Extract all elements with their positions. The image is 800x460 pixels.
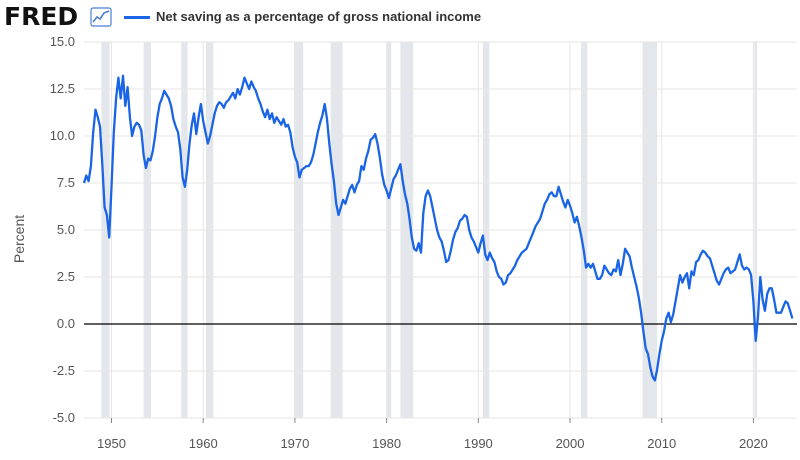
chart-header: FRED Net saving as a percentage of gross…	[0, 0, 800, 38]
line-chart-icon-frame	[90, 7, 112, 27]
grid-lines	[84, 41, 797, 419]
y-tick-label: -5.0	[53, 410, 75, 425]
x-tick-label: 1950	[97, 436, 126, 451]
line-chart-icon	[90, 7, 112, 27]
x-tick-label: 2010	[647, 436, 676, 451]
y-tick-label: 7.5	[57, 175, 75, 190]
fred-logo[interactable]: FRED	[4, 2, 79, 31]
x-tick-label: 1960	[189, 436, 218, 451]
y-tick-label: 5.0	[57, 222, 75, 237]
legend-swatch	[124, 16, 150, 19]
series-line[interactable]	[82, 74, 794, 382]
y-tick-label: 0.0	[57, 316, 75, 331]
y-axis-label: Percent	[11, 215, 27, 263]
legend-label[interactable]: Net saving as a percentage of gross nati…	[156, 9, 482, 24]
x-tick-label: 1970	[280, 436, 309, 451]
y-tick-label: 15.0	[50, 34, 75, 49]
y-tick-label: 10.0	[50, 128, 75, 143]
y-axis-ticks: 15.0 12.5 10.0 7.5 5.0 2.5 0.0 -2.5 -5.0	[50, 34, 75, 425]
y-tick-label: 12.5	[50, 81, 75, 96]
line-chart-icon-line	[92, 10, 110, 23]
x-tick-label: 2000	[556, 436, 585, 451]
x-tick-label: 2020	[739, 436, 768, 451]
x-tick-label: 1990	[464, 436, 493, 451]
y-tick-label: 2.5	[57, 269, 75, 284]
y-tick-label: -2.5	[53, 363, 75, 378]
x-tick-label: 1980	[372, 436, 401, 451]
x-axis-ticks: 1950 1960 1970 1980 1990 2000 2010 2020	[97, 418, 768, 451]
